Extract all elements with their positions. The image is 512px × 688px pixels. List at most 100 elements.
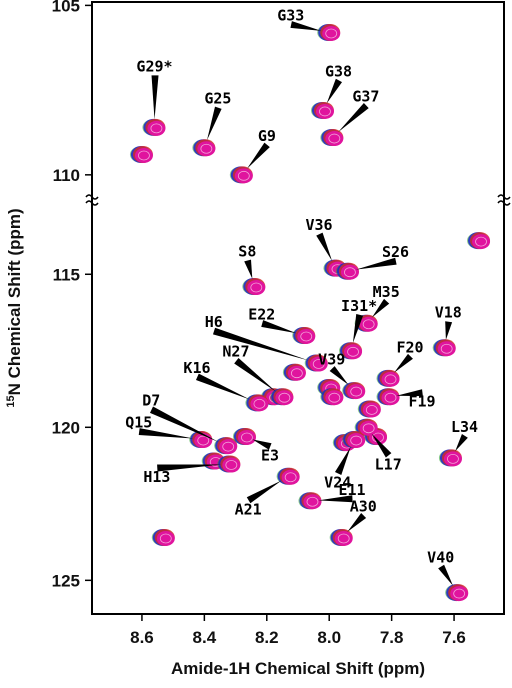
peak-g25-contour-magenta	[197, 141, 216, 157]
peak-v24	[342, 431, 366, 449]
peak-label-m35: M35	[373, 283, 400, 301]
peak-e11-contour-magenta	[303, 494, 322, 510]
unlabeled-peak-2	[282, 363, 306, 381]
peak-g33-contour-magenta	[322, 26, 341, 41]
peak-pointer-v18	[445, 321, 453, 340]
peak-g38-contour-ring	[319, 106, 331, 117]
peak-a30-contour-ring	[337, 533, 350, 544]
peak-label-v24: V24	[324, 474, 351, 492]
peak-d7-contour-ring	[222, 441, 235, 452]
peak-label-g9: G9	[258, 127, 276, 145]
peak-pointer-f19	[396, 389, 423, 397]
peak-label-e22: E22	[248, 305, 275, 323]
peak-label-h6: H6	[205, 313, 223, 331]
peak-pointer-i31-star	[352, 313, 364, 344]
peak-label-l34: L34	[451, 418, 478, 436]
peak-pointer-h13	[157, 464, 222, 472]
peak-v18-contour-magenta	[437, 341, 456, 357]
peak-s26	[335, 262, 359, 280]
peak-g29-star-contour-ring	[150, 123, 163, 134]
peak-label-e11: E11	[338, 481, 365, 499]
unlabeled-peak-10-contour-ring	[159, 533, 172, 544]
peak-a21-contour-ring	[284, 472, 297, 483]
peak-f19-contour-ring	[384, 392, 397, 403]
peak-label-g25: G25	[204, 90, 231, 108]
unlabeled-peak-4	[320, 388, 344, 406]
peak-label-a21: A21	[235, 500, 262, 518]
peak-e22	[292, 326, 316, 344]
peak-v39-contour-magenta	[347, 384, 366, 400]
unlabeled-peak-4-contour-ring	[328, 392, 341, 403]
peak-g25-contour-ring	[200, 143, 213, 154]
peak-label-s8: S8	[238, 243, 256, 261]
peak-s8	[242, 278, 266, 296]
peak-pointer-n27	[234, 357, 277, 392]
x-tick-label-8.6: 8.6	[130, 628, 154, 647]
peak-g25	[192, 139, 216, 157]
peak-e11-contour-ring	[306, 496, 319, 507]
peak-label-h13: H13	[143, 468, 170, 486]
axis-break-right	[497, 194, 511, 200]
peak-l34-contour-magenta	[443, 451, 462, 467]
peak-e11	[298, 492, 322, 510]
peak-k16-contour-ring	[253, 398, 266, 409]
peak-g38-contour-magenta	[315, 103, 334, 119]
peak-label-k16: K16	[183, 359, 210, 377]
unlabeled-peak-0-contour-ring	[138, 150, 150, 161]
peak-label-l17: L17	[375, 455, 402, 473]
peak-g9-contour-ring	[237, 170, 250, 181]
peak-f20-contour-magenta	[381, 371, 400, 387]
peak-pointer-g25	[206, 106, 222, 141]
x-tick-label-8.0: 8.0	[317, 628, 341, 647]
unlabeled-peak-1-contour-ring	[475, 236, 487, 247]
peak-h13-contour-magenta	[222, 457, 241, 473]
peak-n27-contour-magenta	[275, 390, 294, 406]
peak-l34-contour-ring	[447, 454, 459, 464]
peak-f20-contour-ring	[384, 374, 397, 385]
peak-pointer-v24	[334, 446, 351, 476]
peak-g33	[317, 24, 341, 41]
y-axis-title-superscript: 15	[5, 395, 17, 407]
peak-h6-contour-ring	[312, 359, 325, 369]
peak-label-s26: S26	[382, 243, 409, 261]
peak-i31-star-contour-magenta	[344, 344, 363, 360]
axis-break-marks	[85, 194, 511, 206]
peak-label-v36: V36	[305, 216, 332, 234]
unlabeled-peak-4-contour-magenta	[325, 390, 344, 406]
unlabeled-peak-0	[129, 146, 153, 163]
peak-pointer-s8	[244, 259, 253, 279]
y-tick-label-110: 110	[53, 166, 80, 185]
peak-s26-contour-magenta	[340, 264, 359, 280]
peak-pointer-g37	[338, 103, 369, 133]
peak-d7	[214, 437, 238, 455]
peak-pointer-v39	[329, 366, 349, 385]
peak-v40-contour-magenta	[450, 586, 469, 602]
peak-v18-contour-ring	[440, 343, 453, 354]
peak-label-e3: E3	[261, 446, 279, 464]
peak-f19	[376, 388, 400, 406]
peak-pointer-g29-star	[151, 75, 159, 120]
y-tick-label-115: 115	[53, 265, 80, 284]
peak-pointer-e11	[318, 495, 353, 503]
peak-f19-contour-magenta	[381, 390, 400, 406]
peak-pointer-m35	[372, 298, 390, 318]
unlabeled-peak-6-contour-magenta	[362, 402, 381, 418]
peak-h6	[304, 354, 328, 372]
peak-e22-contour-ring	[300, 331, 313, 342]
peak-a30	[329, 528, 353, 546]
peak-i31-star-contour-ring	[347, 346, 359, 357]
peaks-layer	[129, 24, 491, 602]
peak-a21-contour-magenta	[281, 469, 300, 485]
peak-v40	[445, 584, 469, 602]
peak-g37	[320, 129, 344, 147]
peak-label-v40: V40	[427, 549, 454, 567]
peak-g38	[310, 101, 334, 119]
unlabeled-peak-0-contour-magenta	[134, 148, 153, 163]
peak-g29-star-contour-magenta	[147, 120, 166, 136]
peak-q15-contour-ring	[197, 435, 210, 446]
peak-label-n27: N27	[222, 343, 249, 361]
peak-label-f20: F20	[397, 338, 424, 356]
peak-pointer-l17	[371, 433, 392, 458]
peak-m35-contour-ring	[362, 319, 375, 330]
